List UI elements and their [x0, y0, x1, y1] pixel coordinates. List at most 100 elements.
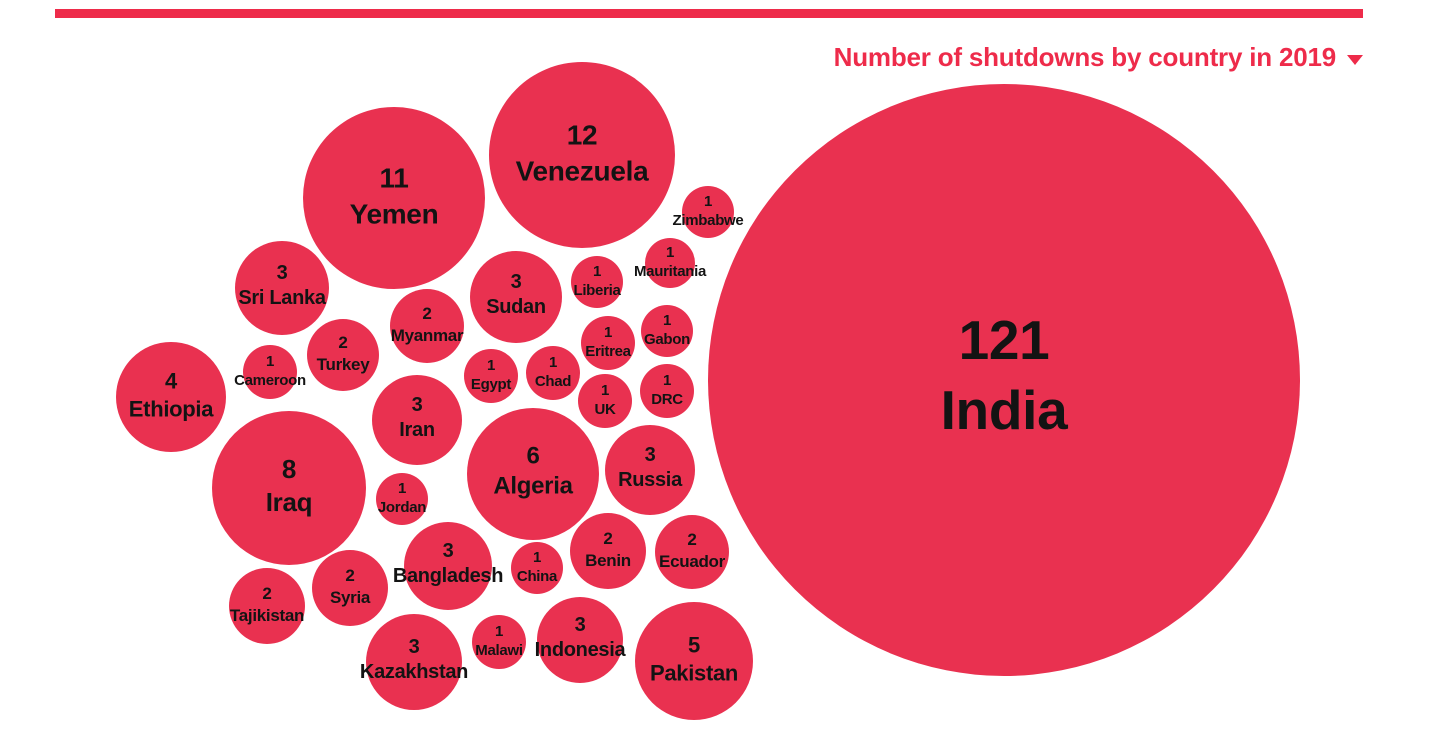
bubble-country: Cameroon: [234, 371, 306, 389]
bubble-value: 1: [548, 353, 558, 371]
bubble-value: 1: [494, 622, 504, 640]
bubble-value: 3: [411, 394, 423, 417]
bubble-india[interactable]: 121 India: [708, 84, 1300, 676]
bubble-turkey[interactable]: 2 Turkey: [307, 319, 379, 391]
bubble-label: 1 Cameroon: [234, 352, 306, 390]
bubble-value: 1: [662, 311, 672, 329]
bubble-country: Russia: [618, 469, 682, 492]
bubble-sudan[interactable]: 3 Sudan: [470, 251, 562, 343]
bubble-egypt[interactable]: 1 Egypt: [464, 349, 518, 403]
bubble-label: 6 Algeria: [493, 442, 573, 503]
bubble-country: China: [516, 567, 558, 585]
bubble-yemen[interactable]: 11 Yemen: [303, 107, 485, 289]
bubble-china[interactable]: 1 China: [511, 542, 563, 594]
bubble-label: 1 Malawi: [475, 622, 523, 660]
bubble-country: Tajikistan: [229, 605, 305, 625]
bubble-value: 12: [566, 119, 598, 151]
bubble-country: Eritrea: [585, 342, 631, 360]
bubble-uk[interactable]: 1 UK: [578, 374, 632, 428]
bubble-kazakhstan[interactable]: 3 Kazakhstan: [360, 614, 468, 710]
bubble-chad[interactable]: 1 Chad: [526, 346, 580, 400]
bubble-zimbabwe[interactable]: 1 Zimbabwe: [673, 186, 744, 238]
bubble-value: 6: [526, 442, 540, 470]
bubble-label: 2 Myanmar: [391, 303, 464, 346]
bubble-country: Syria: [329, 587, 371, 607]
bubble-gabon[interactable]: 1 Gabon: [641, 305, 693, 357]
bubble-country: Myanmar: [390, 325, 464, 345]
bubble-label: 1 Gabon: [644, 311, 690, 349]
bubble-label: 3 Indonesia: [535, 613, 626, 664]
bubble-syria[interactable]: 2 Syria: [312, 550, 388, 626]
bubble-country: Ethiopia: [128, 396, 214, 422]
bubble-value: 1: [665, 243, 675, 261]
bubble-label: 2 Turkey: [317, 332, 370, 375]
bubble-value: 2: [603, 529, 613, 549]
bubble-country: Iran: [399, 419, 435, 442]
bubble-label: 2 Syria: [330, 565, 370, 608]
bubble-label: 2 Ecuador: [659, 529, 725, 572]
bubble-country: Malawi: [475, 641, 523, 659]
bubble-value: 1: [486, 356, 496, 374]
bubble-country: Benin: [585, 550, 631, 570]
triangle-down-icon: [1347, 54, 1363, 65]
bubble-sri-lanka[interactable]: 3 Sri Lanka: [235, 241, 329, 335]
bubble-value: 121: [958, 308, 1050, 371]
bubble-country: Sudan: [486, 296, 546, 319]
bubble-jordan[interactable]: 1 Jordan: [376, 473, 428, 525]
bubble-country: Jordan: [377, 498, 427, 516]
bubble-label: 1 UK: [594, 381, 615, 419]
bubble-pakistan[interactable]: 5 Pakistan: [635, 602, 753, 720]
bubble-myanmar[interactable]: 2 Myanmar: [390, 289, 464, 363]
bubble-country: Algeria: [493, 473, 573, 501]
bubble-country: Gabon: [644, 330, 690, 348]
bubble-value: 3: [408, 636, 420, 659]
bubble-value: 2: [262, 584, 272, 604]
bubble-value: 1: [603, 323, 613, 341]
bubble-liberia[interactable]: 1 Liberia: [571, 256, 623, 308]
bubble-mauritania[interactable]: 1 Mauritania: [634, 238, 706, 288]
bubble-country: Pakistan: [649, 660, 739, 686]
bubble-value: 5: [688, 632, 700, 658]
bubble-value: 1: [662, 371, 672, 389]
bubble-value: 3: [574, 614, 586, 637]
bubble-country: Egypt: [470, 375, 512, 393]
bubble-value: 2: [422, 304, 432, 324]
bubble-benin[interactable]: 2 Benin: [570, 513, 646, 589]
bubble-label: 3 Bangladesh: [393, 539, 504, 590]
bubble-label: 121 India: [941, 306, 1068, 446]
bubble-drc[interactable]: 1 DRC: [640, 364, 694, 418]
bubble-label: 3 Kazakhstan: [360, 635, 468, 686]
bubble-eritrea[interactable]: 1 Eritrea: [581, 316, 635, 370]
bubble-country: DRC: [651, 390, 683, 408]
bubble-algeria[interactable]: 6 Algeria: [467, 408, 599, 540]
bubble-value: 2: [338, 333, 348, 353]
bubble-country: Yemen: [349, 197, 439, 229]
bubble-country: Indonesia: [534, 639, 626, 662]
bubble-value: 1: [532, 548, 542, 566]
bubble-ethiopia[interactable]: 4 Ethiopia: [116, 342, 226, 452]
chart-title-dropdown[interactable]: Number of shutdowns by country in 2019: [834, 42, 1363, 73]
chart-title-text: Number of shutdowns by country in 2019: [833, 42, 1337, 72]
bubble-label: 3 Iran: [399, 393, 435, 444]
bubble-value: 2: [345, 566, 355, 586]
bubble-malawi[interactable]: 1 Malawi: [472, 615, 526, 669]
bubble-iraq[interactable]: 8 Iraq: [212, 411, 366, 565]
bubble-value: 1: [703, 192, 713, 210]
bubble-country: Turkey: [316, 354, 370, 374]
header-rule: [55, 9, 1363, 18]
bubble-ecuador[interactable]: 2 Ecuador: [655, 515, 729, 589]
bubble-venezuela[interactable]: 12 Venezuela: [489, 62, 675, 248]
bubble-cameroon[interactable]: 1 Cameroon: [234, 345, 306, 399]
bubble-russia[interactable]: 3 Russia: [605, 425, 695, 515]
bubble-value: 1: [265, 352, 275, 370]
bubble-indonesia[interactable]: 3 Indonesia: [535, 597, 626, 683]
bubble-bangladesh[interactable]: 3 Bangladesh: [393, 522, 503, 610]
bubble-value: 8: [281, 454, 297, 485]
bubble-label: 4 Ethiopia: [128, 367, 214, 423]
bubble-tajikistan[interactable]: 2 Tajikistan: [229, 568, 305, 644]
bubble-country: UK: [594, 400, 616, 418]
bubble-country: India: [940, 378, 1068, 441]
bubble-iran[interactable]: 3 Iran: [372, 375, 462, 465]
